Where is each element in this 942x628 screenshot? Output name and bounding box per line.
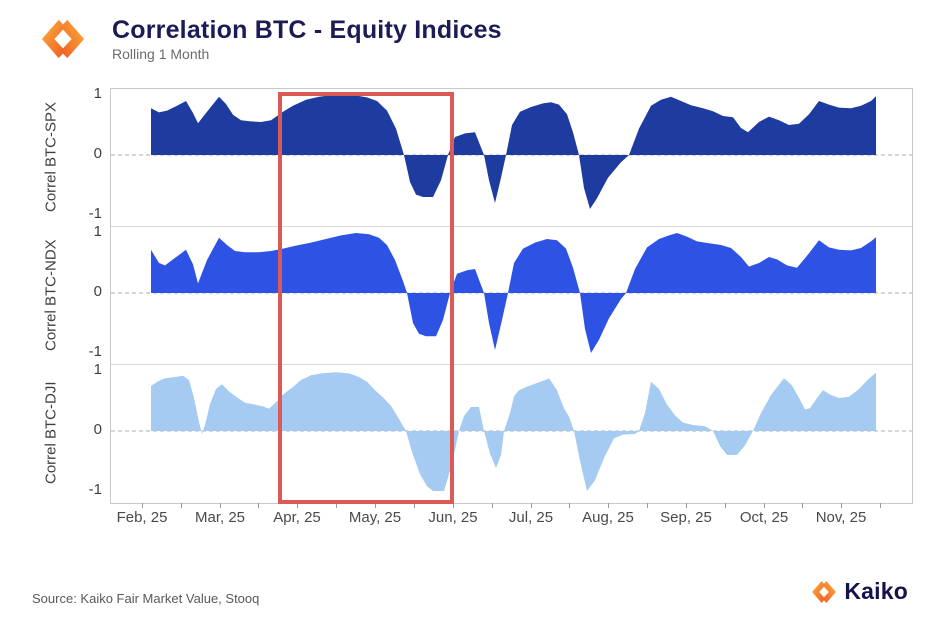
x-minor-tick [297,503,298,508]
x-minor-tick [375,503,376,508]
page-title: Correlation BTC - Equity Indices [112,16,502,44]
y-tick-correl-btc-spx-0: 0 [93,145,102,162]
x-minor-tick [686,503,687,508]
x-minor-tick [531,503,532,508]
x-minor-tick [764,503,765,508]
x-minor-tick [258,503,259,508]
x-minor-tick [453,503,454,508]
brand-wordmark: Kaiko [844,578,908,604]
y-tick-correl-btc-spx-1: 1 [93,85,102,102]
kaiko-mark-icon [41,19,85,59]
x-minor-tick [492,503,493,508]
x-tick-label-nov-25: Nov, 25 [815,509,867,526]
x-tick-label-aug-25: Aug, 25 [582,509,634,526]
area-series-correl-btc-ndx [151,233,876,353]
panel-correl-btc-spx [111,89,912,227]
x-minor-tick [181,503,182,508]
x-minor-tick [647,503,648,508]
x-minor-tick [220,503,221,508]
x-minor-tick [880,503,881,508]
area-series-correl-btc-spx [151,95,876,209]
y-tick-correl-btc-ndx-1: 1 [93,223,102,240]
title-block: Correlation BTC - Equity Indices Rolling… [112,16,502,62]
panel-correl-btc-ndx [111,227,912,365]
area-chart-correl-btc-spx [111,95,912,209]
source-note: Source: Kaiko Fair Market Value, Stooq [32,591,260,606]
x-minor-tick [802,503,803,508]
x-tick-label-oct-25: Oct, 25 [739,509,789,526]
x-minor-tick [569,503,570,508]
x-minor-tick [142,503,143,508]
brand-logo: Kaiko [811,578,908,605]
area-series-correl-btc-dji [151,372,876,491]
x-tick-label-mar-25: Mar, 25 [194,509,246,526]
x-tick-label-jul-25: Jul, 25 [508,509,554,526]
y-tick-correl-btc-dji-1: 1 [93,361,102,378]
y-tick-correl-btc-ndx--1: -1 [88,343,102,360]
area-chart-correl-btc-ndx [111,233,912,353]
x-tick-label-sep-25: Sep, 25 [660,509,712,526]
header: Correlation BTC - Equity Indices Rolling… [40,16,502,62]
y-tick-correl-btc-ndx-0: 0 [93,283,102,300]
area-chart-correl-btc-dji [111,372,912,491]
x-tick-label-feb-25: Feb, 25 [116,509,168,526]
kaiko-mark-icon [812,580,837,603]
panel-correl-btc-dji [111,365,912,503]
x-tick-label-may-25: May, 25 [348,509,402,526]
chart-plot-area [110,88,913,504]
highlight-rectangle [278,92,454,504]
page-subtitle: Rolling 1 Month [112,46,210,62]
y-tick-correl-btc-spx--1: -1 [88,205,102,222]
x-tick-label-apr-25: Apr, 25 [273,509,321,526]
x-tick-label-jun-25: Jun, 25 [428,509,478,526]
y-tick-correl-btc-dji-0: 0 [93,421,102,438]
y-tick-correl-btc-dji--1: -1 [88,481,102,498]
x-minor-tick [841,503,842,508]
x-minor-tick [414,503,415,508]
x-minor-tick [336,503,337,508]
x-minor-tick [725,503,726,508]
x-minor-tick [608,503,609,508]
